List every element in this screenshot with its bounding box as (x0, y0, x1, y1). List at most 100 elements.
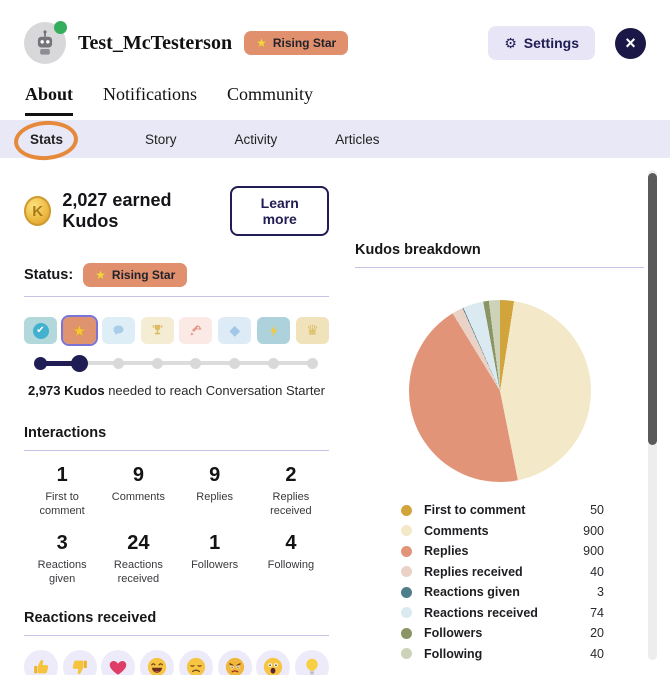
progress-track (40, 361, 313, 365)
reactions-received-section: Reactions received 10 0 (24, 610, 329, 675)
stat-label: Comments (111, 491, 165, 503)
right-column: Kudos breakdown First to comment 50 Comme… (355, 158, 644, 675)
settings-button[interactable]: ⚙ Settings (488, 26, 595, 60)
star-icon: ★ (95, 268, 106, 282)
rising-star-badge-icon[interactable]: ★ (60, 315, 98, 346)
legend-label: First to comment (424, 503, 526, 518)
reactions-divider (24, 635, 329, 637)
lightning-badge-icon[interactable] (257, 317, 291, 344)
laughing-face-icon (140, 650, 175, 675)
next-rank-caption: 2,973 Kudos needed to reach Conversation… (24, 383, 329, 398)
close-icon: × (625, 33, 636, 53)
progress-dot (306, 358, 318, 369)
scrollbar-thumb[interactable] (648, 173, 657, 445)
tab-notifications[interactable]: Notifications (103, 84, 197, 104)
tab-community[interactable]: Community (227, 84, 314, 104)
rank-progress-bar (24, 352, 329, 374)
legend-dot (401, 586, 412, 598)
legend-row-reactions-received: Reactions received 74 (401, 603, 604, 624)
legend-value: 50 (590, 503, 604, 518)
legend-row-comments: Comments 900 (401, 521, 604, 542)
primary-tabs: About Notifications Community (25, 84, 670, 116)
gear-icon: ⚙ (504, 35, 517, 51)
verified-seal-badge-icon[interactable]: ✔ (24, 317, 57, 344)
reaction-heart: 4 (101, 650, 136, 675)
legend-value: 20 (590, 626, 604, 641)
stat-value: 1 (209, 531, 221, 554)
scrollbar-track[interactable] (648, 170, 657, 660)
stat-label: Reactions received (113, 558, 163, 585)
legend-label: Comments (424, 523, 489, 538)
stat-value: 2 (285, 464, 297, 486)
learn-more-button[interactable]: Learn more (230, 186, 329, 236)
angry-face-icon (217, 650, 252, 675)
crown-badge-icon[interactable]: ♛ (295, 317, 329, 344)
progress-dot (151, 358, 163, 369)
next-rank-kudos-needed: 2,973 Kudos (27, 383, 105, 398)
tab-about[interactable]: About (25, 84, 74, 116)
progress-dot (112, 358, 124, 369)
legend-value: 74 (590, 605, 604, 620)
avatar[interactable] (24, 21, 67, 64)
status-row: Status: ★ Rising Star (24, 263, 329, 287)
surprised-face-icon (256, 650, 291, 675)
conversation-starter-badge-icon[interactable] (101, 317, 135, 344)
trophy-badge-icon[interactable] (140, 317, 174, 344)
legend-dot (401, 525, 412, 537)
progress-completed-segment (40, 360, 80, 366)
stat-label: Following (267, 558, 315, 571)
username: Test_McTesterson (78, 31, 233, 54)
legend-dot (401, 607, 412, 619)
legend-label: Following (424, 646, 483, 661)
progress-dot (34, 357, 47, 370)
rank-badge-strip: ✔ ★ ◆ ♛ (24, 315, 329, 346)
rocket-badge-icon[interactable] (179, 317, 213, 344)
kudos-total-text: 2,027 earned Kudos (62, 190, 172, 231)
rank-badge-header: ★ Rising Star (244, 31, 349, 55)
reactions-row: 10 0 4 (24, 650, 329, 675)
subtab-story[interactable]: Story (145, 131, 177, 147)
close-button[interactable]: × (615, 27, 646, 59)
stat-value: 24 (127, 531, 150, 554)
legend-row-first-to-comment: First to comment 50 (401, 500, 604, 521)
legend-row-replies: Replies 900 (401, 541, 604, 562)
stat-reactions-received: 24 Reactions received (100, 532, 176, 587)
kudos-summary: K 2,027 earned Kudos Learn more (24, 186, 329, 236)
online-status-dot (54, 21, 67, 34)
stat-value: 4 (285, 531, 297, 554)
settings-button-label: Settings (523, 35, 579, 51)
progress-dot (190, 358, 202, 369)
legend-dot (401, 648, 412, 660)
subtab-stats[interactable]: Stats (30, 131, 64, 147)
subtab-articles[interactable]: Articles (335, 131, 380, 147)
status-badge-label: Rising Star (111, 268, 176, 282)
stat-value: 3 (56, 531, 68, 554)
interactions-divider (24, 450, 329, 451)
reaction-thumbs-down: 0 (62, 650, 97, 675)
legend-value: 900 (583, 523, 604, 538)
stat-first-to-comment: 1 First to comment (24, 464, 100, 519)
legend-row-following: Following 40 (401, 644, 604, 665)
reaction-thumbs-up: 10 (24, 650, 58, 675)
kudos-breakdown-title: Kudos breakdown (355, 242, 481, 258)
stat-label: Replies received (270, 491, 312, 518)
star-icon: ★ (256, 36, 267, 50)
stat-label: First to comment (39, 491, 85, 518)
secondary-tabs: Stats Story Activity Articles (0, 118, 670, 162)
legend-dot (401, 566, 412, 578)
legend-value: 900 (583, 544, 604, 559)
legend-value: 40 (590, 646, 604, 661)
lightbulb-icon (294, 650, 329, 675)
legend-row-followers: Followers 20 (401, 623, 604, 644)
next-rank-caption-rest: needed to reach Conversation Starter (104, 383, 325, 398)
diamond-badge-icon[interactable]: ◆ (218, 317, 252, 344)
profile-header: Test_McTesterson ★ Rising Star ⚙ Setting… (0, 0, 670, 64)
status-divider (24, 296, 329, 297)
reaction-sad: 0 (178, 650, 213, 675)
progress-dot-current (70, 355, 88, 372)
status-label: Status: (24, 267, 74, 283)
thumbs-up-icon (24, 650, 58, 675)
subtab-activity[interactable]: Activity (234, 131, 278, 147)
status-badge: ★ Rising Star (83, 263, 188, 287)
